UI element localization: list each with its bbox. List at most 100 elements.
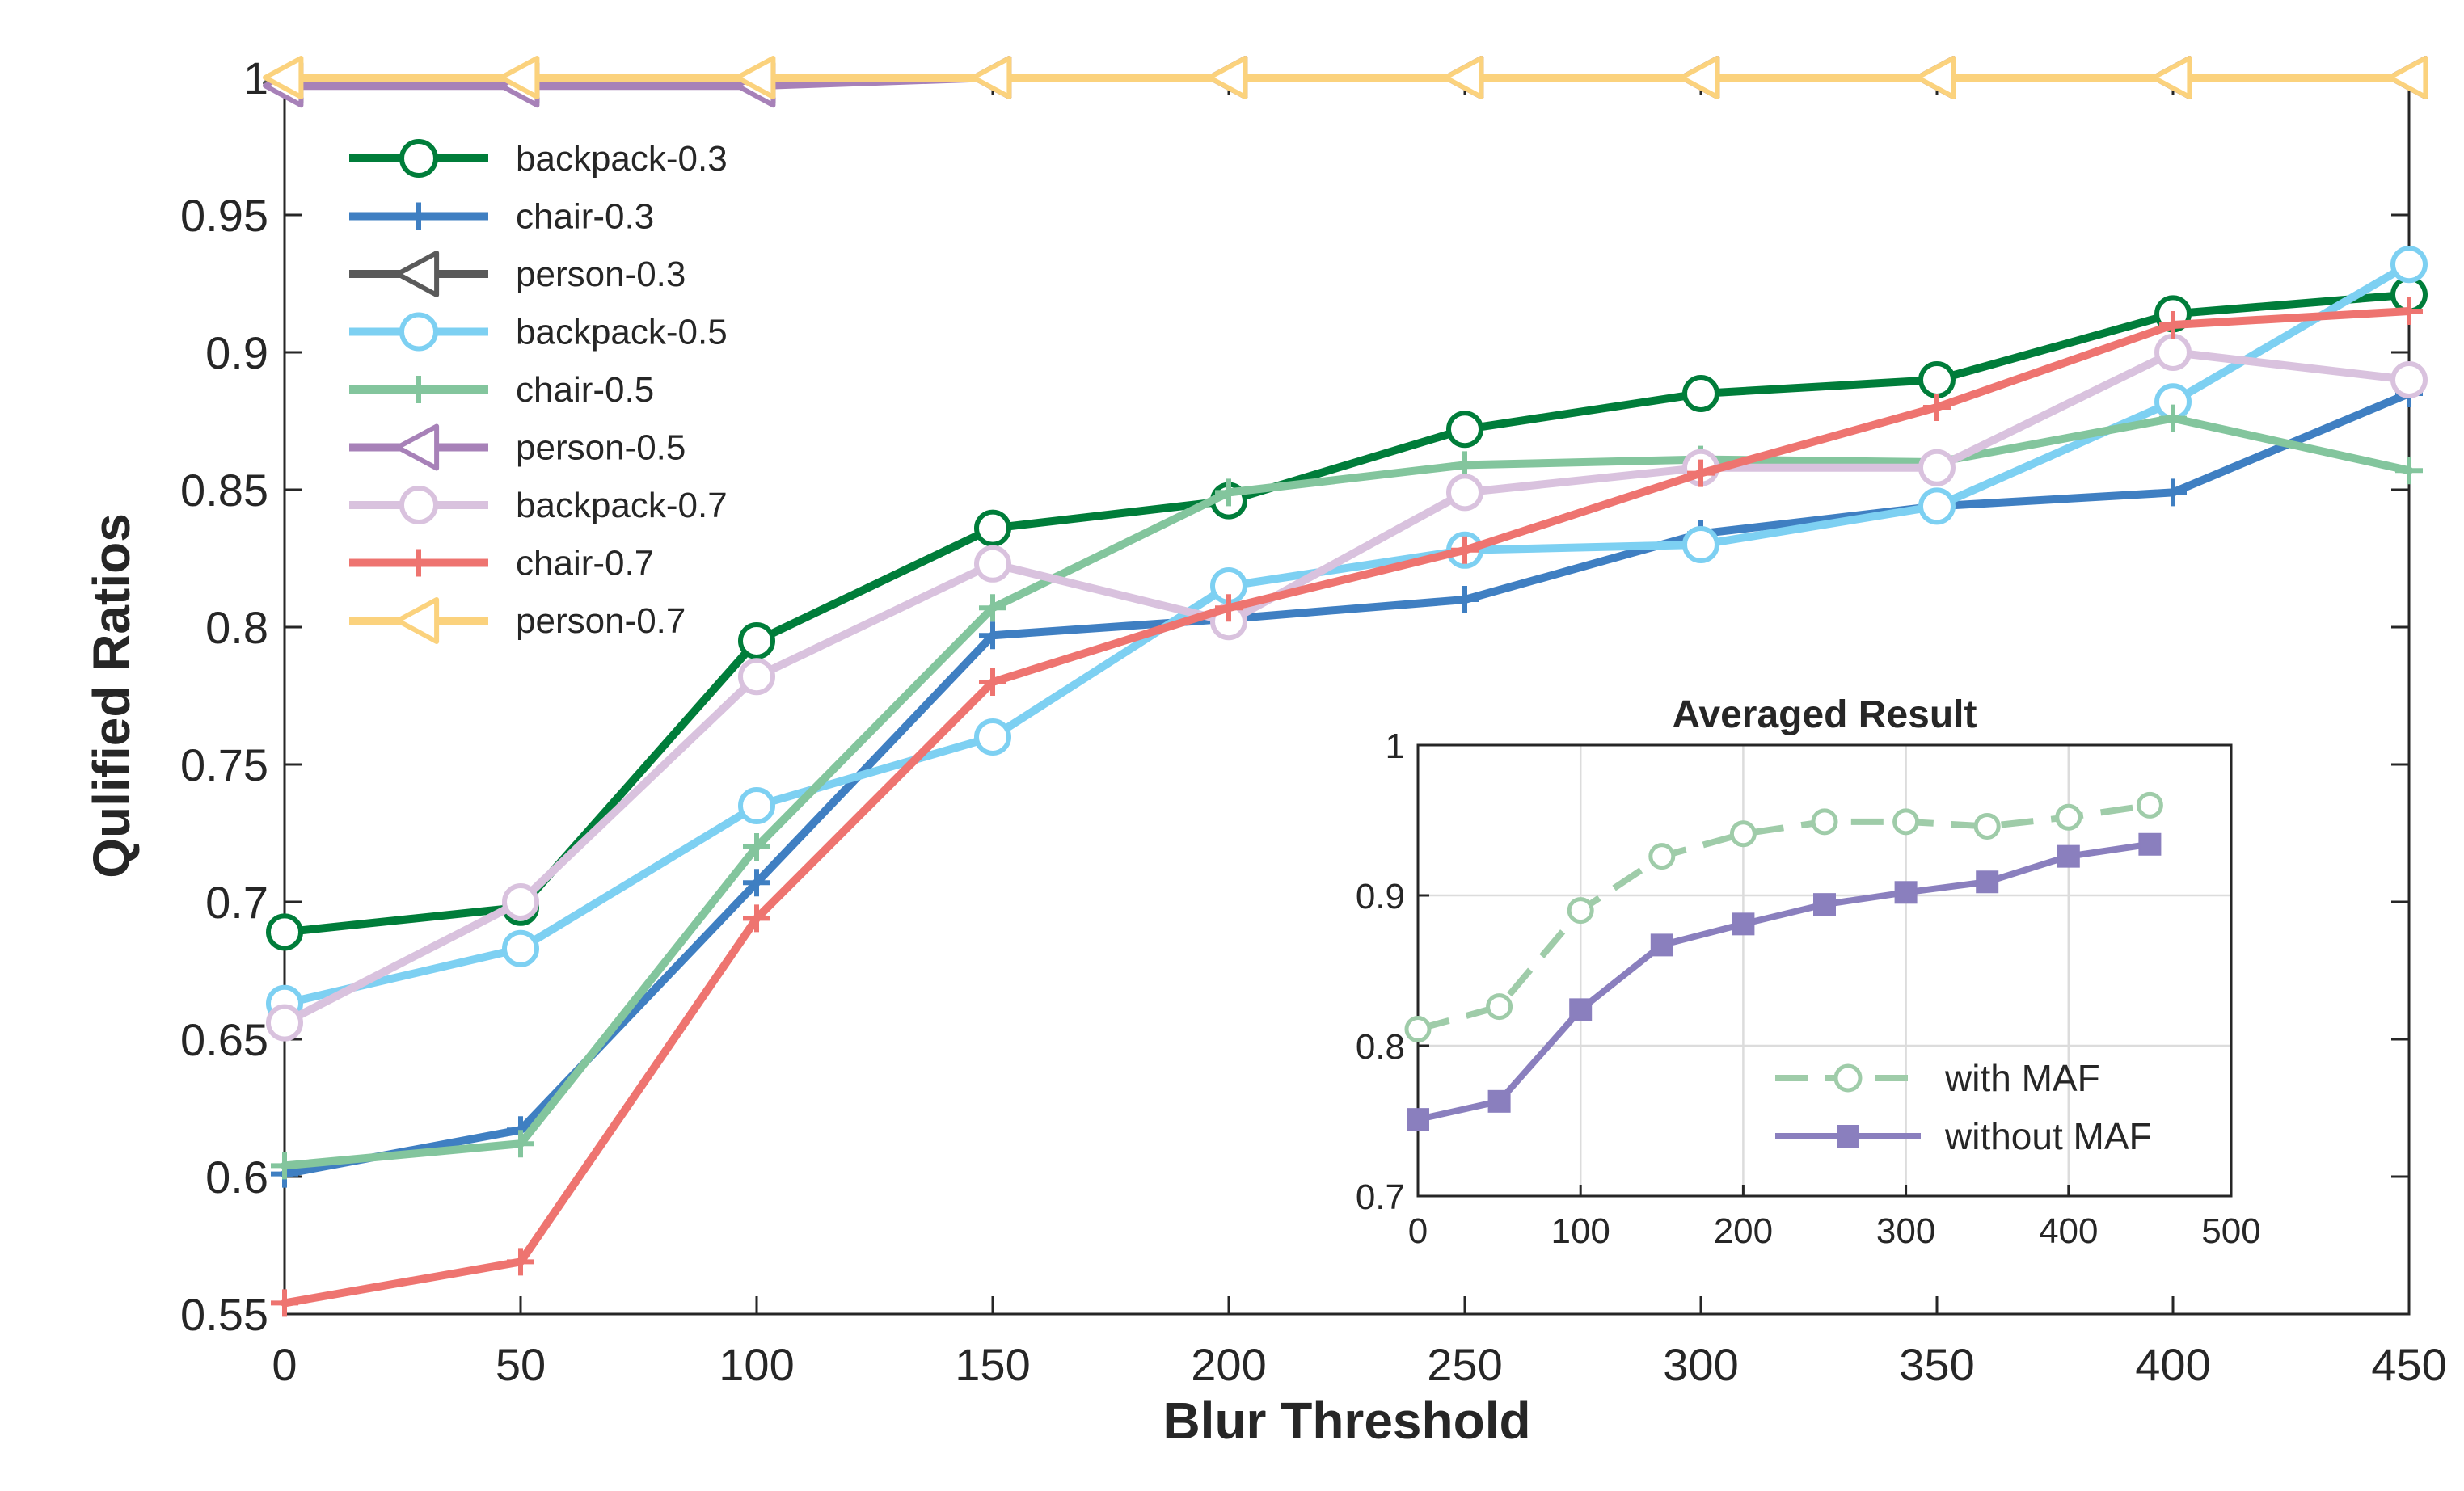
inset-series-with MAF: [1404, 791, 2163, 1043]
data-point-chair-0.7: [507, 1248, 534, 1276]
data-point-chair-0.7: [979, 668, 1006, 696]
legend-label-person-0.7: person-0.7: [516, 601, 686, 641]
inset-y-tick-label: 0.7: [1356, 1177, 1405, 1217]
data-point-chair-0.5: [2159, 404, 2187, 432]
data-point-chair-0.7: [1451, 536, 1479, 564]
data-point-backpack-0.7: [2390, 361, 2428, 398]
series-line-backpack-0.7: [281, 348, 2413, 1027]
data-point-backpack-0.7: [502, 883, 539, 920]
data-point-person-0.7: [2151, 56, 2192, 99]
legend-marker-chair-0.3: [405, 202, 432, 230]
inset-data-point-with MAF: [2055, 803, 2082, 831]
y-tick-label: 0.7: [205, 877, 268, 928]
inset-chart: 0 100 200 300 400 500 0.7 0.8 0.9 1 Averaged Resul…: [1356, 693, 2261, 1251]
inset-title: Averaged Result: [1672, 693, 1977, 736]
inset-legend-label-with MAF: with MAF: [1944, 1057, 2100, 1099]
data-point-chair-0.3: [1451, 586, 1479, 613]
inset-y-tick-label: 1: [1386, 727, 1405, 766]
data-point-chair-0.7: [1923, 394, 1951, 421]
inset-data-point-with MAF: [1404, 1016, 1432, 1043]
data-point-backpack-0.7: [1446, 474, 1483, 512]
x-tick-label: 150: [955, 1339, 1030, 1390]
x-tick-label: 100: [719, 1339, 794, 1390]
data-point-backpack-0.7: [1918, 449, 1956, 486]
inset-data-point-with MAF: [1648, 843, 1676, 870]
inset-x-tick-label: 0: [1408, 1211, 1428, 1251]
inset-x-tick-label: 400: [2039, 1211, 2098, 1251]
data-point-person-0.7: [2387, 56, 2428, 99]
data-point-backpack-0.3: [738, 622, 775, 659]
series-chair-0.5: [271, 404, 2423, 1180]
data-point-chair-0.3: [2159, 478, 2187, 507]
inset-data-point-without MAF: [2138, 832, 2162, 856]
legend-marker-chair-0.5: [405, 376, 432, 403]
inset-x-tick-label: 500: [2201, 1211, 2260, 1251]
data-point-backpack-0.5: [1918, 487, 1956, 525]
data-point-person-0.7: [1915, 56, 1956, 99]
legend-label-chair-0.5: chair-0.5: [516, 370, 654, 410]
data-point-chair-0.5: [507, 1130, 534, 1158]
inset-legend-label-without MAF: without MAF: [1944, 1115, 2152, 1157]
y-tick-label: 0.8: [205, 602, 268, 653]
data-point-chair-0.7: [1215, 594, 1243, 622]
series-line-chair-0.7: [281, 307, 2413, 1308]
data-point-backpack-0.5: [738, 787, 775, 824]
y-tick-label: 0.6: [205, 1152, 268, 1202]
inset-data-point-without MAF: [1813, 893, 1836, 916]
y-tick-label: 0.85: [180, 465, 268, 516]
data-point-backpack-0.7: [974, 545, 1011, 583]
inset-data-point-without MAF: [1732, 912, 1755, 936]
x-tick-label: 200: [1191, 1339, 1266, 1390]
inset-data-point-without MAF: [1569, 998, 1593, 1021]
data-point-person-0.7: [735, 56, 776, 99]
legend-marker-person-0.5: [395, 423, 440, 471]
legend-label-backpack-0.5: backpack-0.5: [516, 313, 728, 352]
y-tick-label: 0.65: [180, 1014, 268, 1065]
inset-data-point-without MAF: [1487, 1089, 1511, 1113]
inset-data-point-with MAF: [1729, 820, 1757, 848]
data-point-backpack-0.3: [1682, 375, 1719, 412]
data-point-backpack-0.7: [738, 658, 775, 696]
inset-y-tick-label: 0.8: [1356, 1027, 1405, 1067]
inset-data-point-with MAF: [1973, 812, 2001, 840]
data-point-backpack-0.5: [974, 718, 1011, 756]
inset-frame: [1416, 743, 2233, 1198]
y-tick-label: 0.75: [180, 739, 268, 790]
inset-x-tick-label: 200: [1714, 1211, 1773, 1251]
legend-label-backpack-0.3: backpack-0.3: [516, 139, 728, 179]
inset-series-line-without MAF: [1417, 840, 2150, 1123]
inset-data-point-with MAF: [1567, 897, 1594, 925]
legend-marker-chair-0.7: [405, 549, 432, 577]
data-point-backpack-0.5: [2390, 246, 2428, 284]
series-line-backpack-0.5: [281, 260, 2413, 1008]
main-axes: 0 50 100 150 200 250 300 350 400 450 0.55 0.6 0.65 0.…: [82, 53, 2447, 1450]
data-point-backpack-0.3: [1918, 361, 1956, 398]
x-tick-label: 300: [1663, 1339, 1738, 1390]
data-point-chair-0.5: [1215, 478, 1243, 507]
inset-data-point-with MAF: [2136, 791, 2163, 819]
inset-series-without MAF: [1407, 832, 2162, 1131]
inset-legend-marker-with MAF: [1833, 1063, 1863, 1093]
data-point-person-0.7: [971, 56, 1012, 99]
legend-marker-backpack-0.7: [399, 486, 438, 524]
x-tick-label: 350: [1899, 1339, 1974, 1390]
data-point-chair-0.7: [271, 1289, 298, 1317]
inset-data-point-with MAF: [1892, 808, 1920, 836]
data-point-chair-0.5: [271, 1152, 298, 1180]
data-point-chair-0.3: [979, 621, 1006, 650]
data-point-person-0.7: [1207, 56, 1248, 99]
y-axis-title: Qulified Ratios: [82, 513, 141, 878]
legend-marker-person-0.3: [395, 251, 440, 297]
data-point-chair-0.5: [743, 833, 770, 861]
data-point-chair-0.7: [743, 904, 770, 933]
data-point-chair-0.7: [2159, 311, 2187, 339]
series-line-chair-0.3: [281, 390, 2413, 1178]
series-line-backpack-0.3: [281, 290, 2413, 937]
inset-data-point-without MAF: [1650, 933, 1673, 957]
y-tick-label: 0.55: [180, 1289, 268, 1340]
data-point-person-0.7: [263, 56, 304, 99]
series-chair-0.7: [271, 297, 2423, 1317]
inset-data-point-with MAF: [1486, 993, 1513, 1021]
data-point-backpack-0.5: [1682, 526, 1719, 563]
data-point-chair-0.7: [1687, 459, 1715, 487]
